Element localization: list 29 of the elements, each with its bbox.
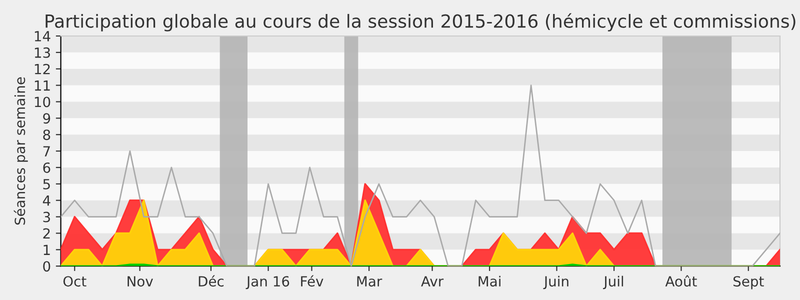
x-tick-label: Juil — [603, 276, 624, 290]
x-tick-label: Mai — [478, 276, 500, 287]
y-tick-label: 8 — [43, 130, 50, 140]
y-tick-label: 2 — [43, 228, 50, 239]
x-tick-label: Fév — [301, 275, 324, 287]
x-tick-label: Août — [665, 275, 697, 287]
chart-title: Participation globale au cours de la session 2015-2016 (hémicycle et commissions) — [46, 13, 796, 32]
x-tick-label: Sept — [733, 276, 764, 290]
y-tick-label: 3 — [43, 212, 50, 222]
y-tick-label: 6 — [43, 162, 50, 173]
y-tick-label: 4 — [42, 196, 50, 206]
y-tick-label: 0 — [43, 261, 50, 272]
y-tick-label: 9 — [43, 113, 50, 124]
y-axis-title: Séances par semaine — [14, 77, 28, 225]
y-tick-label: 5 — [43, 179, 50, 190]
x-tick-label: Nov — [128, 276, 153, 287]
y-tick-label: 12 — [34, 64, 50, 74]
x-tick-label: Jan 16 — [246, 276, 290, 290]
y-tick-label: 1 — [44, 244, 50, 255]
x-tick-label: Juin — [543, 276, 568, 290]
y-tick-label: 14 — [34, 31, 50, 42]
y-tick-label: 7 — [43, 146, 50, 156]
x-tick-label: Avr — [421, 276, 444, 286]
y-tick-label: 13 — [34, 47, 50, 58]
y-tick-label: 10 — [34, 96, 50, 108]
y-tick-label: 11 — [34, 80, 50, 91]
x-tick-label: Mar — [357, 276, 382, 287]
x-tick-label: Déc — [198, 275, 224, 287]
x-tick-label: Oct — [63, 276, 86, 287]
